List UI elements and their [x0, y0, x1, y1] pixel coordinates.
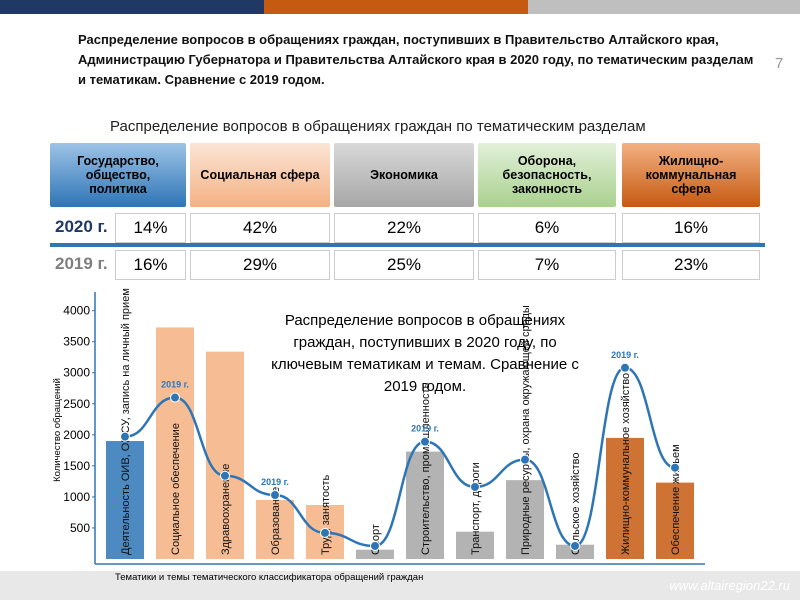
point-2019: [420, 436, 430, 447]
category-label: Образование: [270, 487, 282, 555]
cell: 6%: [478, 213, 616, 243]
column-header: Экономика: [334, 143, 474, 207]
cell: 7%: [478, 250, 616, 280]
annotation: 2019 г.: [611, 350, 639, 360]
category-label: Строительство, промышленность: [420, 383, 432, 555]
annotation: 2019 г.: [261, 477, 289, 487]
cell: 16%: [115, 250, 186, 280]
y-axis-label: Количество обращений: [52, 378, 63, 482]
cell: 14%: [115, 213, 186, 243]
category-label: Сельское хозяйство: [570, 453, 582, 555]
y-tick-label: 4000: [63, 304, 90, 318]
y-tick-label: 3000: [63, 366, 90, 380]
point-2019: [520, 454, 530, 465]
point-2019: [370, 540, 380, 551]
y-tick-label: 2000: [63, 428, 90, 442]
column-header: Жилищно-коммунальная сфера: [622, 143, 760, 207]
bar: [206, 351, 244, 559]
point-2019: [670, 462, 680, 473]
row-label: 2019 г.: [55, 254, 108, 273]
chart-title: Распределение вопросов в обращениях гражд…: [271, 312, 579, 395]
column-header: Социальная сфера: [190, 143, 330, 207]
bar: [606, 437, 644, 559]
annotation: 2019 г.: [161, 380, 189, 390]
bar: [456, 531, 494, 559]
category-label: Обеспечение жильем: [670, 444, 682, 555]
point-2019: [570, 540, 580, 551]
cell: 42%: [190, 213, 330, 243]
annotation: 2019 г.: [411, 424, 439, 434]
category-label: Транспорт, дороги: [470, 462, 482, 555]
category-label: Деятельность ОИВ, ОМСУ, запись на личный…: [120, 288, 132, 555]
point-2019: [120, 431, 130, 442]
page-number: 7: [775, 55, 784, 72]
line-2019: [124, 366, 676, 548]
y-tick-label: 1000: [63, 490, 90, 504]
bar: [406, 451, 444, 559]
category-label: Природные ресурсы, охрана окружающей сре…: [520, 305, 532, 555]
watermark: www.altairegion22.ru: [669, 578, 790, 593]
category-label: Социальное обеспечение: [170, 423, 182, 555]
bar: [156, 327, 194, 559]
y-tick-label: 500: [70, 521, 90, 535]
cell: 22%: [334, 213, 474, 243]
top-bar: [0, 0, 800, 14]
cell: 16%: [622, 213, 760, 243]
bar: [106, 441, 144, 559]
y-tick-label: 2500: [63, 397, 90, 411]
category-label: Жилищно-коммунальное хозяйство: [620, 373, 632, 555]
point-2019: [320, 527, 330, 538]
row-divider: [50, 243, 765, 247]
x-axis-label: Тематики и темы тематического классифика…: [115, 572, 423, 583]
bar: [556, 544, 594, 559]
cell: 29%: [190, 250, 330, 280]
cell: 23%: [622, 250, 760, 280]
bar: [656, 482, 694, 559]
bar: [356, 549, 394, 559]
point-2019: [270, 490, 280, 501]
header-title: Распределение вопросов в обращениях граж…: [78, 32, 754, 87]
cell: 25%: [334, 250, 474, 280]
category-label: Труд, занятость: [320, 474, 332, 555]
point-2019: [470, 481, 480, 492]
point-2019: [170, 392, 180, 403]
table-title: Распределение вопросов в обращениях граж…: [110, 118, 646, 135]
bar: [506, 480, 544, 559]
footer-band: [0, 571, 800, 600]
bar: [256, 500, 294, 559]
y-tick-label: 1500: [63, 459, 90, 473]
y-tick-label: 3500: [63, 335, 90, 349]
column-header: Государство, общество, политика: [50, 143, 186, 207]
row-label: 2020 г.: [55, 217, 108, 236]
category-label: Здравоохранение: [220, 464, 232, 555]
column-header: Оборона, безопасность, законность: [478, 143, 616, 207]
point-2019: [220, 470, 230, 481]
point-2019: [620, 362, 630, 373]
